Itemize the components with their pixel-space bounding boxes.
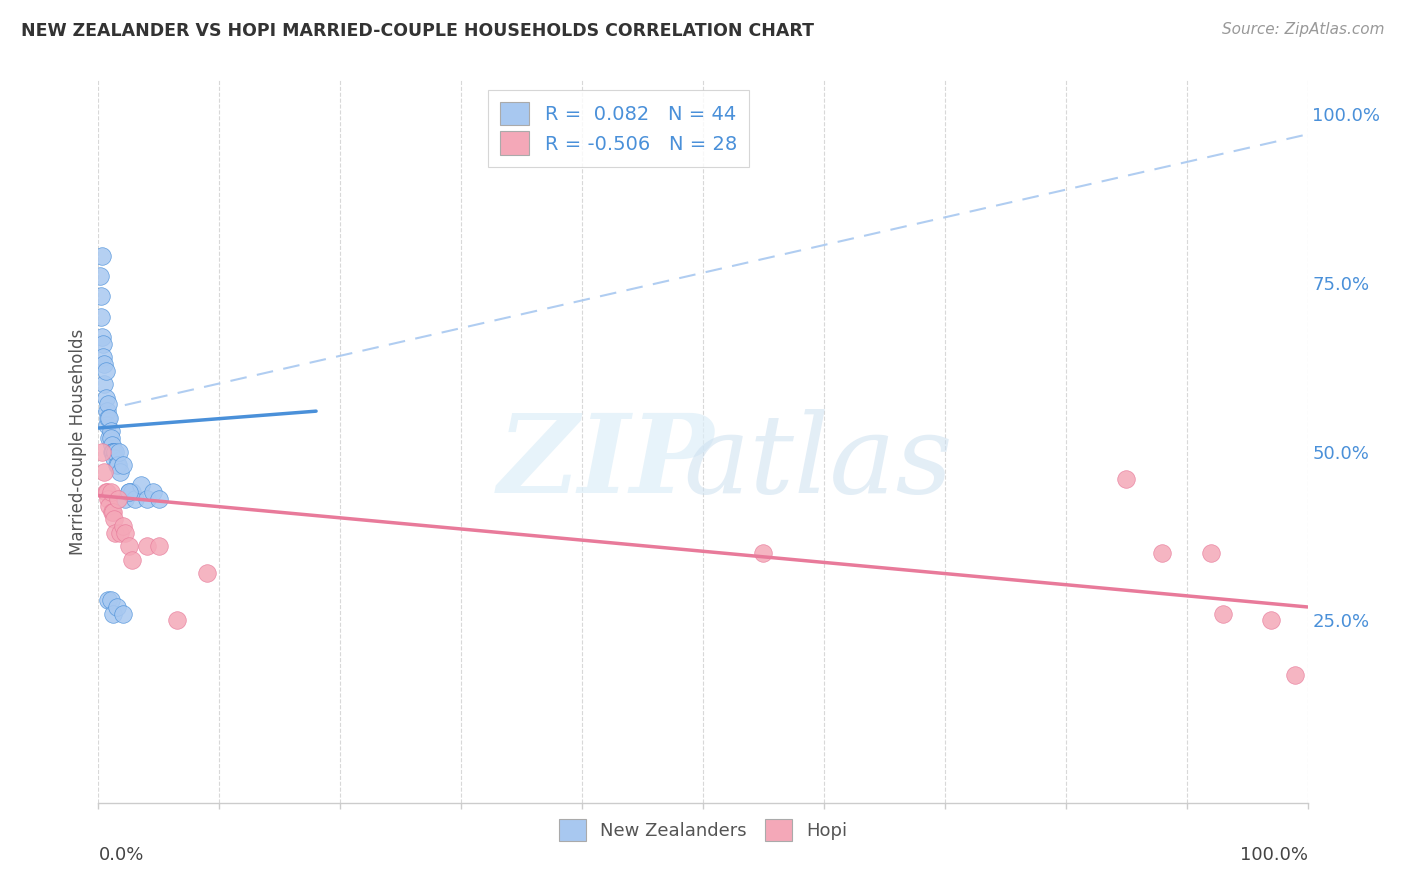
Point	[98, 431, 121, 445]
Point	[105, 599, 128, 614]
Point	[105, 458, 128, 472]
Point	[1199, 546, 1222, 560]
Point	[104, 444, 127, 458]
Point	[97, 411, 120, 425]
Point	[100, 593, 122, 607]
Point	[135, 491, 157, 506]
Text: ZIP: ZIP	[498, 409, 714, 517]
Point	[90, 310, 112, 324]
Point	[1212, 607, 1234, 621]
Point	[97, 593, 120, 607]
Point	[97, 397, 120, 411]
Point	[100, 505, 122, 519]
Text: 100.0%: 100.0%	[1240, 847, 1308, 864]
Point	[104, 525, 127, 540]
Point	[91, 444, 114, 458]
Point	[118, 539, 141, 553]
Point	[111, 458, 134, 472]
Point	[96, 417, 118, 432]
Point	[91, 330, 114, 344]
Text: 0.0%: 0.0%	[98, 847, 143, 864]
Point	[91, 336, 114, 351]
Point	[93, 465, 115, 479]
Point	[121, 485, 143, 500]
Point	[96, 404, 118, 418]
Point	[91, 350, 114, 364]
Point	[100, 438, 122, 452]
Point	[107, 491, 129, 506]
Point	[166, 614, 188, 628]
Point	[111, 519, 134, 533]
Point	[90, 289, 112, 303]
Point	[100, 444, 122, 458]
Point	[1260, 614, 1282, 628]
Point	[101, 607, 124, 621]
Point	[135, 539, 157, 553]
Point	[114, 491, 136, 506]
Point	[94, 391, 117, 405]
Point	[100, 485, 122, 500]
Point	[101, 505, 124, 519]
Point	[103, 451, 125, 466]
Point	[114, 525, 136, 540]
Text: atlas: atlas	[683, 409, 953, 517]
Point	[96, 485, 118, 500]
Point	[1115, 472, 1137, 486]
Point	[98, 411, 121, 425]
Point	[100, 425, 122, 439]
Point	[91, 249, 114, 263]
Point	[1152, 546, 1174, 560]
Point	[118, 485, 141, 500]
Point	[101, 444, 124, 458]
Text: Source: ZipAtlas.com: Source: ZipAtlas.com	[1222, 22, 1385, 37]
Point	[195, 566, 218, 581]
Point	[97, 491, 120, 506]
Point	[108, 465, 131, 479]
Y-axis label: Married-couple Households: Married-couple Households	[69, 328, 87, 555]
Point	[103, 512, 125, 526]
Point	[101, 444, 124, 458]
Point	[124, 491, 146, 506]
Point	[111, 607, 134, 621]
Point	[142, 485, 165, 500]
Point	[1284, 667, 1306, 681]
Point	[93, 377, 115, 392]
Point	[94, 364, 117, 378]
Point	[129, 478, 152, 492]
Point	[93, 357, 115, 371]
Point	[108, 444, 131, 458]
Point	[752, 546, 775, 560]
Point	[118, 485, 141, 500]
Point	[107, 458, 129, 472]
Point	[108, 525, 131, 540]
Text: NEW ZEALANDER VS HOPI MARRIED-COUPLE HOUSEHOLDS CORRELATION CHART: NEW ZEALANDER VS HOPI MARRIED-COUPLE HOU…	[21, 22, 814, 40]
Point	[98, 499, 121, 513]
Point	[94, 485, 117, 500]
Point	[89, 269, 111, 284]
Point	[148, 539, 170, 553]
Legend: New Zealanders, Hopi: New Zealanders, Hopi	[551, 812, 855, 848]
Point	[148, 491, 170, 506]
Point	[100, 431, 122, 445]
Point	[121, 552, 143, 566]
